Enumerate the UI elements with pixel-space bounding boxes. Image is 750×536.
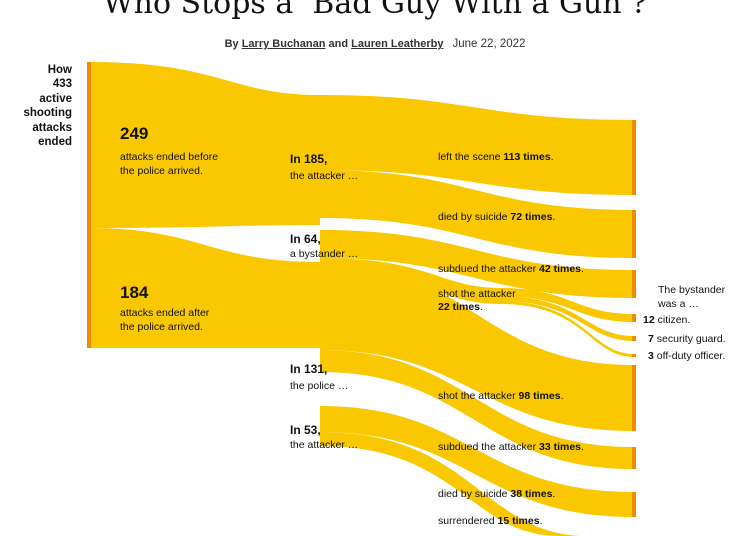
author-link-2[interactable]: Lauren Leatherby xyxy=(351,38,444,50)
outcome-num: 113 times xyxy=(503,151,551,163)
outcome-pre: died by suicide xyxy=(438,211,511,223)
flow-security-guard xyxy=(500,296,634,341)
node-police-who: the police … xyxy=(290,380,349,392)
outcome-num: 38 times xyxy=(510,488,553,500)
outcome-num: 72 times xyxy=(510,211,553,223)
flow-surrendered xyxy=(320,432,580,536)
root-line: shooting xyxy=(23,107,72,120)
bar-citizen xyxy=(632,314,636,322)
bystander-heading-line: The bystander xyxy=(658,284,726,296)
node-police-count: In 131, xyxy=(290,362,328,376)
outcome-pre: left the scene xyxy=(438,151,504,163)
root-line: attacks xyxy=(32,121,72,134)
outcome-label: left the scene 113 times. xyxy=(438,150,554,164)
after-police-count: 184 xyxy=(120,283,149,302)
outcome-label: subdued the attacker 42 times. xyxy=(438,262,584,276)
node-bystander-count: In 64, xyxy=(290,232,321,246)
node-attacker-before-who: the attacker … xyxy=(290,170,359,182)
outcome-num: 33 times xyxy=(539,441,582,453)
outcome-post: . xyxy=(539,515,543,527)
after-police-text: attacks ended after the police arrived. xyxy=(120,307,210,334)
bystander-heading-line: was a … xyxy=(658,298,699,311)
outcome-post: . xyxy=(581,441,584,453)
node-attacker-before-count: In 185, xyxy=(290,152,328,166)
outcome-post: . xyxy=(581,263,584,275)
bystander-type-item: 12 citizen. xyxy=(643,313,690,327)
outcome-label: shot the attacker 22 times. xyxy=(438,288,516,313)
bar-offduty xyxy=(632,354,636,357)
outcome-num: 42 times xyxy=(539,263,582,275)
outcome-label: died by suicide 38 times. xyxy=(438,487,555,501)
outcome-num: 98 times xyxy=(518,390,561,402)
flow-left-scene xyxy=(320,95,634,195)
outcome-label: shot the attacker 98 times. xyxy=(438,389,564,403)
flow-police-subdued xyxy=(320,350,634,469)
flow-citizen xyxy=(500,288,634,322)
root-line: How xyxy=(47,64,72,76)
outcome-num: 22 times xyxy=(438,300,481,313)
before-police-text: attacks ended before the police arrived. xyxy=(120,151,219,178)
bar-left-scene xyxy=(632,120,636,195)
node-attacker-after-who: the attacker … xyxy=(290,439,359,451)
outcome-post: . xyxy=(480,300,483,313)
byline: By Larry Buchanan and Lauren Leatherby J… xyxy=(0,38,750,50)
bar-subdued-bystander xyxy=(632,270,636,298)
bystander-type-num: 12 xyxy=(643,314,655,326)
root-line: active xyxy=(39,92,72,105)
bystander-type-num: 3 xyxy=(648,350,654,362)
outcome-post: . xyxy=(560,390,564,402)
before-police-count: 249 xyxy=(120,124,149,143)
bar-suicide-before xyxy=(632,210,636,258)
flow-root-after xyxy=(89,228,320,348)
outcome-num: 15 times xyxy=(497,515,540,527)
outcome-pre: surrendered xyxy=(438,515,498,527)
outcome-post: . xyxy=(550,151,554,163)
outcome-label: surrendered 15 times. xyxy=(438,514,543,528)
bar-suicide-after xyxy=(632,492,636,517)
publish-date: June 22, 2022 xyxy=(452,38,526,50)
bystander-type-label: citizen. xyxy=(657,314,691,326)
flow-off-duty xyxy=(500,301,634,357)
bystander-type-item: 3 off-duty officer. xyxy=(648,349,725,363)
outcome-label: died by suicide 72 times. xyxy=(438,210,555,224)
bar-security xyxy=(632,336,636,341)
root-line: ended xyxy=(38,135,72,148)
outcome-label: subdued the attacker 33 times. xyxy=(438,440,584,454)
flow-suicide-after xyxy=(320,406,634,517)
node-bystander-who: a bystander … xyxy=(290,248,359,260)
flow-root-before xyxy=(89,62,320,228)
bar-police-shot xyxy=(632,365,636,431)
outcome-pre: subdued the attacker xyxy=(438,263,539,275)
outcome-pre: shot the attacker xyxy=(438,390,519,402)
flow-bystander-subdued xyxy=(320,230,634,298)
root-line: 433 xyxy=(52,78,72,91)
root-label: How 433 active shooting attacks ended xyxy=(0,63,72,149)
outcome-pre: died by suicide xyxy=(438,488,511,500)
outcome-pre: shot the attacker xyxy=(438,288,516,300)
byline-and: and xyxy=(328,38,349,50)
bar-police-subdued xyxy=(632,447,636,469)
outcome-pre: subdued the attacker xyxy=(438,441,539,453)
bar-root xyxy=(87,62,91,348)
bystander-type-label: off-duty officer. xyxy=(656,350,726,362)
bystander-type-num: 7 xyxy=(648,333,654,345)
flow-police-shot xyxy=(320,262,634,431)
flow-suicide-before xyxy=(320,170,634,258)
bystander-heading: The bystander was a … xyxy=(658,283,725,311)
outcome-post: . xyxy=(552,488,556,500)
author-link-1[interactable]: Larry Buchanan xyxy=(241,38,326,50)
outcome-post: . xyxy=(552,211,556,223)
byline-by: By xyxy=(224,38,239,50)
bystander-type-label: security guard. xyxy=(656,333,726,345)
bystander-type-item: 7 security guard. xyxy=(648,332,726,346)
page-title: Who Stops a ‘Bad Guy With a Gun’? xyxy=(102,0,648,21)
node-attacker-after-count: In 53, xyxy=(290,423,321,437)
